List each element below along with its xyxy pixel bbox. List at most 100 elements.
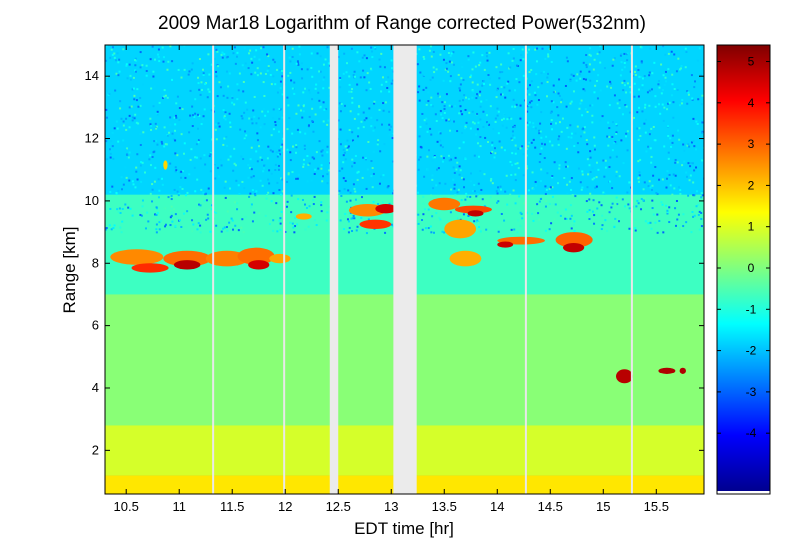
noise-speck <box>286 180 289 183</box>
noise-speck <box>496 89 499 92</box>
noise-speck <box>243 187 246 190</box>
noise-speck <box>380 52 383 55</box>
noise-speck <box>626 52 629 55</box>
noise-speck <box>679 192 682 195</box>
noise-speck <box>594 84 597 87</box>
noise-speck <box>215 138 218 141</box>
noise-speck <box>558 164 561 167</box>
noise-speck <box>293 81 296 84</box>
noise-speck <box>267 110 270 113</box>
noise-speck <box>529 84 532 87</box>
noise-speck <box>255 150 258 153</box>
noise-speck <box>199 93 202 96</box>
noise-speck <box>155 223 158 226</box>
noise-speck <box>175 102 178 105</box>
noise-speck <box>585 54 588 57</box>
noise-speck <box>577 167 580 170</box>
noise-speck <box>240 155 243 158</box>
noise-speck <box>197 138 200 141</box>
noise-speck <box>537 86 540 89</box>
noise-speck <box>639 134 642 137</box>
noise-speck <box>433 156 436 159</box>
noise-speck <box>620 53 623 56</box>
noise-speck <box>388 133 391 136</box>
noise-speck <box>371 50 374 53</box>
noise-speck <box>296 223 299 226</box>
noise-speck <box>386 86 389 89</box>
noise-speck <box>549 111 552 114</box>
noise-speck <box>602 159 605 162</box>
noise-speck <box>488 123 491 126</box>
noise-speck <box>342 177 345 180</box>
noise-speck <box>310 179 313 182</box>
noise-speck <box>536 203 539 206</box>
cloud-feature-2 <box>131 263 169 273</box>
noise-speck <box>231 96 234 99</box>
noise-speck <box>433 154 436 157</box>
noise-speck <box>170 205 173 208</box>
noise-speck <box>307 225 310 228</box>
noise-speck <box>112 227 115 230</box>
noise-speck <box>339 143 342 146</box>
noise-speck <box>535 60 538 63</box>
noise-speck <box>117 189 120 192</box>
noise-speck <box>187 73 190 76</box>
noise-speck <box>188 173 191 176</box>
noise-speck <box>163 126 166 129</box>
noise-speck <box>579 181 582 184</box>
noise-speck <box>204 83 207 86</box>
noise-speck <box>267 178 270 181</box>
noise-speck <box>543 143 546 146</box>
noise-speck <box>491 182 494 185</box>
noise-speck <box>278 188 281 191</box>
noise-speck <box>264 164 267 167</box>
noise-speck <box>355 229 358 232</box>
plot-area <box>105 45 704 494</box>
noise-speck <box>319 70 322 73</box>
noise-speck <box>279 228 282 231</box>
noise-speck <box>638 106 641 109</box>
noise-speck <box>490 177 493 180</box>
noise-speck <box>449 80 452 83</box>
noise-speck <box>191 125 194 128</box>
noise-speck <box>215 70 218 73</box>
noise-speck <box>345 62 348 65</box>
noise-speck <box>272 128 275 131</box>
noise-speck <box>353 140 356 143</box>
noise-speck <box>223 53 226 56</box>
noise-speck <box>432 231 435 234</box>
noise-speck <box>181 108 184 111</box>
noise-speck <box>199 157 202 160</box>
noise-speck <box>315 224 318 227</box>
noise-speck <box>531 125 534 128</box>
noise-speck <box>317 167 320 170</box>
noise-speck <box>202 73 205 76</box>
noise-speck <box>601 224 604 227</box>
noise-speck <box>156 125 159 128</box>
noise-speck <box>139 213 142 216</box>
noise-speck <box>311 107 314 110</box>
noise-speck <box>682 143 685 146</box>
noise-speck <box>608 165 611 168</box>
noise-speck <box>618 99 621 102</box>
noise-speck <box>289 221 292 224</box>
noise-speck <box>163 95 166 98</box>
noise-speck <box>162 207 165 210</box>
noise-speck <box>297 173 300 176</box>
noise-speck <box>226 55 229 58</box>
noise-speck <box>624 104 627 107</box>
noise-speck <box>353 117 356 120</box>
noise-speck <box>615 170 618 173</box>
noise-speck <box>610 86 613 89</box>
noise-speck <box>681 164 684 167</box>
noise-speck <box>658 219 661 222</box>
noise-speck <box>455 168 458 171</box>
noise-speck <box>637 138 640 141</box>
noise-speck <box>498 77 501 80</box>
noise-speck <box>290 194 293 197</box>
noise-speck <box>139 51 142 54</box>
noise-speck <box>205 218 208 221</box>
noise-speck <box>197 222 200 225</box>
noise-speck <box>693 169 696 172</box>
noise-speck <box>671 193 674 196</box>
